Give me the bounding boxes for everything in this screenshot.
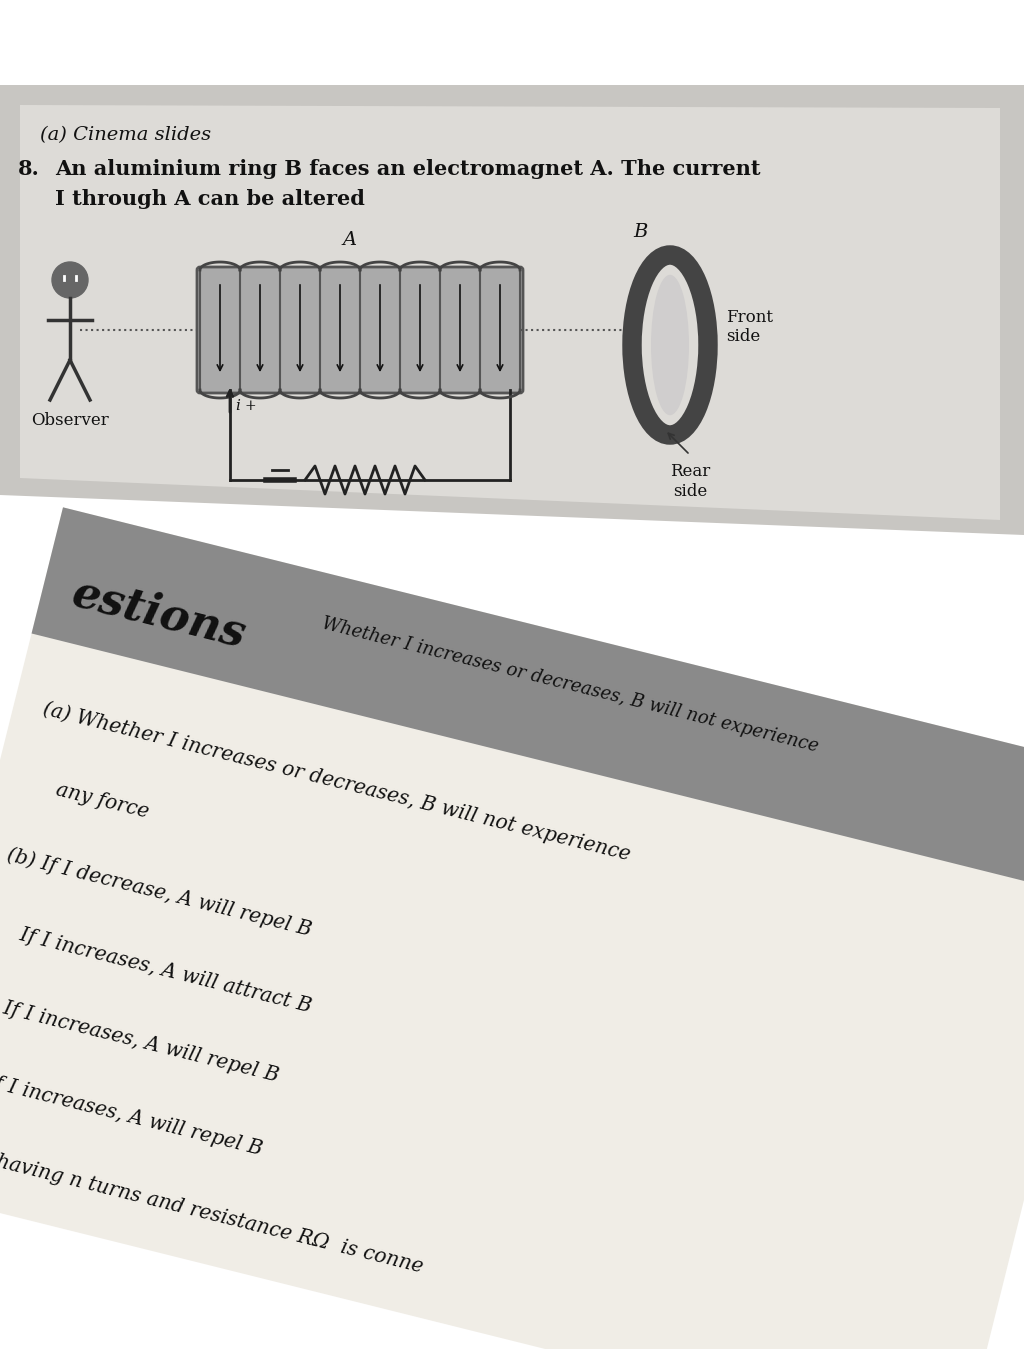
Text: (a) Cinema slides: (a) Cinema slides [40,125,211,144]
Text: any force: any force [24,772,152,822]
Text: estions: estions [68,572,251,656]
Circle shape [52,262,88,298]
Polygon shape [0,85,1024,536]
Text: B: B [633,223,647,241]
Text: (a) Whether I increases or decreases, B will not experience: (a) Whether I increases or decreases, B … [41,699,633,865]
Text: An aluminium ring B faces an electromagnet A. The current: An aluminium ring B faces an electromagn… [55,159,761,179]
Text: 8.: 8. [18,159,40,179]
Text: Front
side: Front side [726,309,773,345]
FancyBboxPatch shape [197,267,523,393]
Text: (b) If I decrease, A will repel B: (b) If I decrease, A will repel B [5,844,313,939]
Polygon shape [32,507,1024,900]
Ellipse shape [651,275,689,415]
Text: (d) If I increases, A will repel B: (d) If I increases, A will repel B [0,1063,264,1159]
Polygon shape [20,105,1000,519]
Text: +: + [245,399,257,413]
Text: (c) If I increases, A will repel B: (c) If I increases, A will repel B [0,990,281,1086]
Text: Observer: Observer [31,411,109,429]
Text: Rear
side: Rear side [670,463,710,499]
Text: Whether I increases or decreases, B will not experience: Whether I increases or decreases, B will… [321,615,820,755]
Text: oil having n turns and resistance RΩ  is conne: oil having n turns and resistance RΩ is … [0,1136,425,1276]
Text: A: A [343,231,357,250]
Text: If I increases, A will attract B: If I increases, A will attract B [0,917,313,1016]
Text: I through A can be altered: I through A can be altered [55,189,365,209]
Polygon shape [0,507,1024,1349]
Text: i: i [234,399,240,413]
